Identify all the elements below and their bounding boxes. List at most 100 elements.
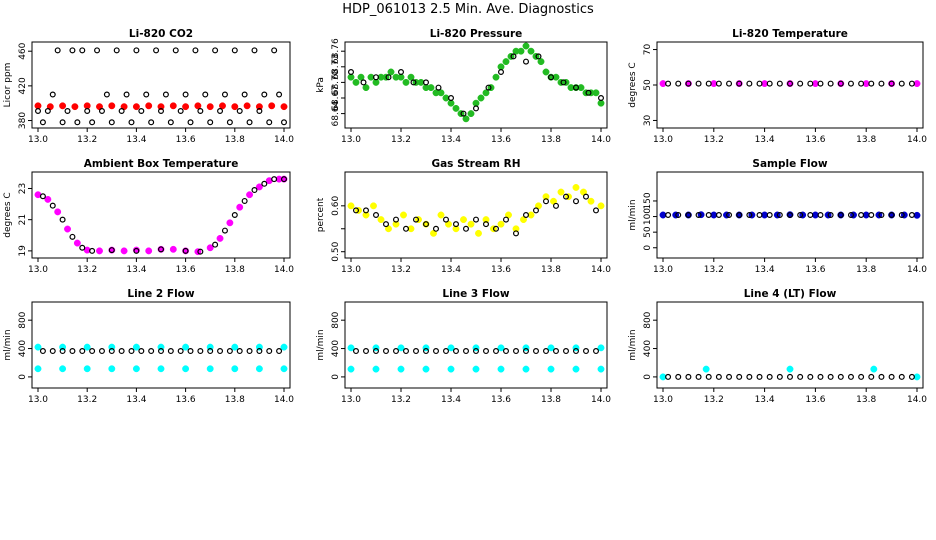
data-point (888, 373, 895, 380)
data-point (261, 180, 268, 187)
series-2 (39, 176, 288, 255)
data-point (158, 348, 165, 355)
data-point (194, 102, 202, 110)
data-point (64, 225, 71, 233)
data-point (675, 212, 682, 219)
data-point (447, 344, 455, 352)
data-point (837, 80, 844, 87)
data-point (393, 216, 400, 223)
x-tick-label: 13.0 (28, 265, 48, 275)
x-tick-label: 13.2 (704, 265, 724, 275)
data-point (251, 187, 258, 194)
data-point (182, 343, 190, 351)
x-tick-label: 13.4 (126, 265, 146, 275)
data-point (870, 365, 878, 373)
x-tick-label: 13.8 (225, 135, 245, 145)
data-point (407, 73, 415, 81)
data-point (827, 373, 834, 380)
data-point (39, 119, 46, 126)
data-point (148, 119, 155, 126)
series-2 (34, 47, 288, 126)
data-point (266, 348, 273, 355)
x-tick-label: 13.6 (176, 265, 196, 275)
data-point (39, 193, 46, 200)
chart-title: Sample Flow (752, 158, 827, 170)
data-point (197, 348, 204, 355)
data-point (132, 365, 140, 373)
series-1 (659, 365, 921, 381)
data-point (695, 80, 702, 87)
data-point (483, 221, 490, 228)
data-point (271, 47, 278, 54)
chart-title: Line 4 (LT) Flow (744, 288, 837, 300)
data-point (705, 80, 712, 87)
data-point (231, 365, 239, 373)
series-1 (659, 80, 921, 88)
data-point (827, 212, 834, 219)
data-point (908, 373, 915, 380)
y-tick-label: 0.50 (331, 241, 341, 261)
x-tick-label: 13.6 (176, 395, 196, 405)
chart-panel-6: Sample Flow ml/min 13.0 13.2 13.4 13.6 13.8 14.… (628, 158, 927, 275)
plot-frame (344, 171, 608, 259)
data-point (766, 212, 773, 219)
data-point (786, 80, 793, 87)
data-point (212, 47, 219, 54)
data-point (675, 373, 682, 380)
data-point (39, 348, 46, 355)
y-axis-label: kPa (316, 77, 326, 93)
data-point (157, 103, 165, 111)
y-tick-label: 380 (18, 112, 28, 129)
series-2 (353, 193, 599, 237)
data-point (383, 348, 390, 355)
chart-title: Li-820 Pressure (430, 28, 523, 40)
series-2 (665, 80, 915, 87)
data-point (44, 107, 51, 114)
data-point (138, 107, 145, 114)
data-point (403, 225, 410, 232)
data-point (133, 247, 140, 254)
data-point (182, 91, 189, 98)
data-point (502, 58, 510, 66)
data-point (492, 73, 500, 81)
data-point (353, 207, 360, 214)
data-point (59, 348, 66, 355)
data-point (587, 197, 595, 205)
data-point (746, 212, 753, 219)
data-point (363, 348, 370, 355)
data-point (353, 348, 360, 355)
data-point (226, 348, 233, 355)
data-point (665, 373, 672, 380)
chart-panel-1: Li-820 CO2 Licor ppm 13.0 13.2 13.4 13.6 13.8 1… (3, 28, 294, 145)
data-point (251, 47, 258, 54)
data-point (84, 107, 91, 114)
data-point (219, 102, 226, 110)
x-tick-label: 13.0 (341, 265, 361, 275)
x-tick-label: 13.6 (491, 265, 511, 275)
data-point (665, 80, 672, 87)
series-1 (34, 175, 288, 256)
data-point (347, 202, 355, 210)
data-point (522, 58, 529, 65)
data-point (452, 104, 460, 112)
data-point (503, 216, 510, 223)
data-point (908, 212, 915, 219)
data-point (69, 47, 76, 54)
data-point (807, 80, 814, 87)
data-point (187, 348, 194, 355)
data-point (715, 373, 722, 380)
data-point (261, 91, 268, 98)
data-point (497, 220, 505, 228)
data-point (212, 241, 219, 248)
data-point (665, 212, 672, 219)
data-point (522, 348, 529, 355)
data-point (94, 47, 101, 54)
data-point (443, 216, 450, 223)
data-point (537, 58, 545, 66)
data-point (512, 225, 520, 233)
data-point (128, 119, 135, 126)
data-point (402, 78, 410, 86)
chart-title: Li-820 Temperature (732, 28, 848, 40)
data-point (153, 47, 160, 54)
data-point (463, 225, 470, 232)
